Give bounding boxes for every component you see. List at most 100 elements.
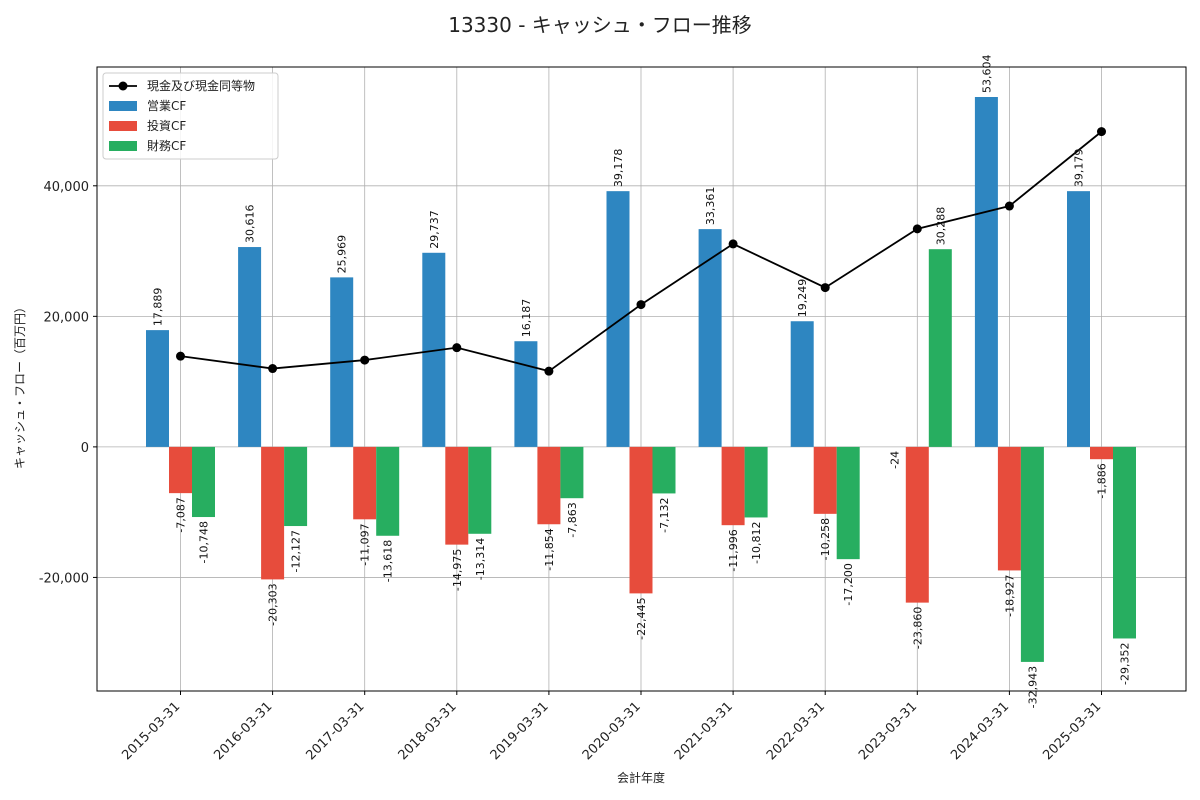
- legend-entry: 現金及び現金同等物: [147, 78, 255, 93]
- cash-line: [176, 127, 1106, 376]
- bar: [652, 446, 676, 494]
- bar-value-label: 17,889: [152, 288, 165, 327]
- legend-bar-swatch: [109, 101, 137, 111]
- bar-value-label: -10,812: [750, 521, 763, 563]
- x-tick-label: 2022-03-31: [764, 699, 828, 763]
- x-tick-label: 2015-03-31: [119, 699, 183, 763]
- cash-point: [728, 239, 738, 249]
- bar: [997, 446, 1021, 571]
- bar: [744, 446, 768, 518]
- bar-value-label: -29,352: [1119, 642, 1132, 684]
- bar-value-label: 33,361: [704, 187, 717, 226]
- bar: [560, 446, 584, 499]
- bar: [169, 446, 192, 494]
- bar-value-label: 19,249: [796, 279, 809, 318]
- bar-value-label: -14,975: [451, 549, 464, 591]
- cash-point: [176, 351, 185, 361]
- cash-point: [1097, 127, 1106, 137]
- bar: [238, 247, 262, 447]
- bar-value-label: -20,303: [267, 583, 280, 625]
- cash-point: [636, 300, 646, 310]
- bar: [1113, 446, 1136, 639]
- bar-value-label: -1,886: [1096, 463, 1109, 498]
- bar: [928, 249, 952, 447]
- bar-value-label: -13,618: [382, 540, 395, 582]
- legend-box: [102, 72, 279, 160]
- data-labels: 17,889 30,616 25,969 29,737 16,187 39,178 33,3…: [152, 54, 1132, 708]
- bar-value-label: -7,863: [566, 502, 579, 537]
- cash-point: [912, 224, 922, 234]
- bar-value-label: -11,996: [727, 529, 740, 571]
- bar: [836, 446, 860, 560]
- x-tick-label: 2024-03-31: [948, 699, 1012, 763]
- chart-title: 13330 - キャッシュ・フロー推移: [448, 13, 752, 37]
- bar-value-label: -11,854: [543, 528, 556, 570]
- bar-value-label: -7,132: [658, 497, 671, 532]
- bar: [1020, 446, 1044, 662]
- bar: [146, 330, 169, 447]
- x-tick-label: 2019-03-31: [488, 699, 552, 763]
- legend-bar-swatch: [109, 141, 137, 151]
- bar-value-label: -12,127: [290, 530, 303, 572]
- bar: [905, 446, 929, 603]
- legend-marker: [118, 81, 128, 91]
- x-axis-label: 会計年度: [617, 770, 665, 785]
- bar-value-label: -22,445: [635, 597, 648, 639]
- legend-entry: 投資CF: [147, 118, 186, 133]
- bar: [629, 446, 653, 594]
- cash-point: [268, 364, 278, 374]
- bar: [353, 446, 377, 520]
- bar-value-label: 30,288: [934, 207, 947, 246]
- bar: [606, 191, 630, 447]
- bar-value-label: 29,737: [428, 210, 441, 249]
- x-tick-label: 2023-03-31: [856, 699, 920, 763]
- bar-value-label: -10,258: [819, 518, 832, 560]
- bar-value-label: 39,179: [1073, 149, 1086, 188]
- cash-point: [1004, 201, 1014, 211]
- bar: [790, 321, 814, 447]
- bar: [537, 446, 561, 525]
- bar: [192, 446, 215, 518]
- bar: [813, 446, 837, 514]
- bar-value-label: -10,748: [198, 521, 211, 563]
- bar-value-label: -23,860: [911, 607, 924, 649]
- bar-value-label: -7,087: [175, 497, 188, 532]
- legend-entry: 営業CF: [147, 99, 186, 113]
- bar-value-label: 53,604: [980, 54, 993, 93]
- x-tick-label: 2025-03-31: [1040, 699, 1104, 763]
- bar-value-label: 25,969: [336, 235, 349, 274]
- bar-value-label: 16,187: [520, 299, 533, 338]
- cash-point: [544, 366, 554, 376]
- bar-value-label: 39,178: [612, 149, 625, 188]
- cash-point: [820, 283, 830, 293]
- y-tick-label: 20,000: [44, 310, 90, 325]
- bar: [422, 252, 446, 447]
- cash-point: [360, 355, 370, 365]
- y-tick-label: -20,000: [39, 571, 89, 586]
- legend-bar-swatch: [109, 121, 137, 131]
- bar: [261, 446, 285, 580]
- bar: [376, 446, 400, 536]
- bar: [721, 446, 745, 526]
- bar: [468, 446, 492, 534]
- bar: [284, 446, 308, 527]
- y-tick-label: 0: [81, 441, 89, 456]
- x-tick-label: 2020-03-31: [580, 699, 644, 763]
- bar-value-label: -17,200: [842, 563, 855, 605]
- x-tick-label: 2021-03-31: [672, 699, 736, 763]
- bar: [1090, 446, 1113, 460]
- legend-entry: 財務CF: [147, 138, 186, 153]
- bar-value-label: -32,943: [1026, 666, 1039, 708]
- x-tick-label: 2016-03-31: [211, 699, 275, 763]
- bar: [698, 229, 722, 447]
- bar: [445, 446, 469, 545]
- bar-value-label: -18,927: [1003, 574, 1016, 616]
- bar-value-label: -13,314: [474, 538, 487, 580]
- cash-point: [452, 343, 462, 353]
- annotation-label: -24: [888, 451, 901, 469]
- bar-value-label: 30,616: [244, 205, 257, 244]
- bars: [146, 96, 1136, 662]
- bar: [974, 96, 998, 447]
- x-tick-label: 2017-03-31: [303, 699, 367, 763]
